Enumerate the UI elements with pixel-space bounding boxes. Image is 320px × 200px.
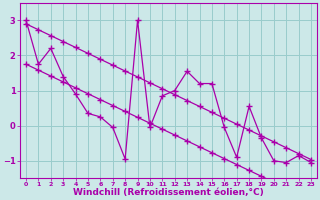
X-axis label: Windchill (Refroidissement éolien,°C): Windchill (Refroidissement éolien,°C) <box>73 188 264 197</box>
